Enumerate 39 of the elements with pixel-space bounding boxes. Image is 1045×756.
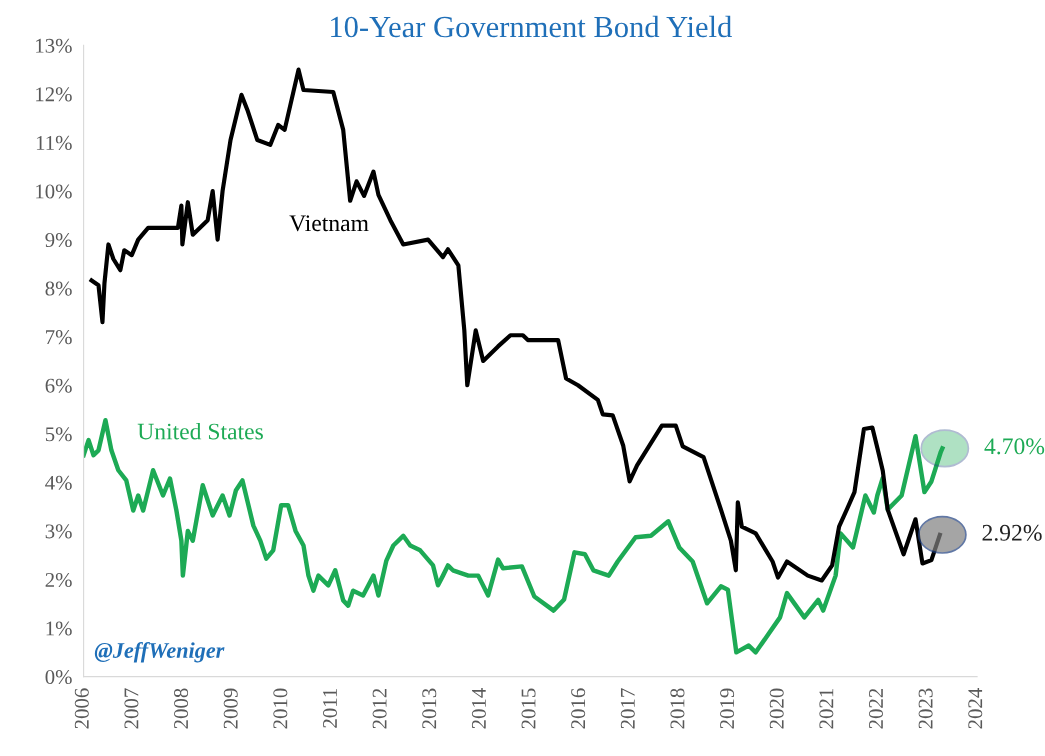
x-tick-label: 2014: [471, 688, 486, 729]
y-tick-label: 4%: [45, 475, 72, 490]
x-tick-label: 2013: [422, 688, 437, 729]
x-tick-label: 2012: [372, 688, 387, 729]
y-tick-label: 2%: [45, 572, 72, 587]
y-tick-label: 7%: [46, 330, 72, 345]
x-tick-label: 2020: [769, 688, 784, 729]
annotation: 4.70%: [984, 438, 1045, 455]
annotation: @JeffWeniger: [94, 642, 225, 663]
y-tick-label: 11%: [36, 135, 72, 150]
x-tick-label: 2024: [968, 688, 983, 729]
y-tick-label: 3%: [45, 524, 72, 539]
x-tick-label: 2011: [322, 688, 337, 728]
chart-title: 10-Year Government Bond Yield: [331, 15, 732, 38]
x-tick-label: 2010: [273, 688, 288, 729]
x-tick-label: 2015: [521, 688, 536, 729]
y-tick-label: 10%: [36, 184, 72, 199]
y-tick-label: 8%: [45, 281, 72, 296]
x-tick-label: 2019: [720, 688, 735, 729]
x-tick-label: 2007: [124, 688, 139, 729]
y-tick-label: 5%: [45, 427, 72, 442]
y-tick-label: 0%: [45, 669, 72, 685]
x-tick-label: 2006: [74, 688, 89, 729]
x-tick-label: 2018: [670, 688, 685, 729]
y-tick-label: 13%: [36, 38, 72, 53]
series-label: Vietnam: [289, 215, 369, 232]
y-tick-label: 1%: [46, 621, 72, 636]
x-tick-label: 2017: [620, 688, 635, 729]
y-tick-label: 9%: [45, 232, 72, 248]
x-tick-label: 2009: [223, 688, 238, 729]
y-tick-label: 6%: [45, 378, 72, 393]
x-tick-label: 2022: [868, 688, 884, 729]
y-tick-label: 12%: [36, 87, 72, 102]
x-tick-label: 2023: [918, 688, 933, 729]
annotation: 2.92%: [982, 524, 1042, 541]
x-tick-label: 2021: [819, 688, 834, 729]
x-tick-label: 2008: [174, 688, 189, 729]
x-tick-label: 2016: [571, 688, 586, 729]
series-label: United States: [137, 422, 263, 440]
